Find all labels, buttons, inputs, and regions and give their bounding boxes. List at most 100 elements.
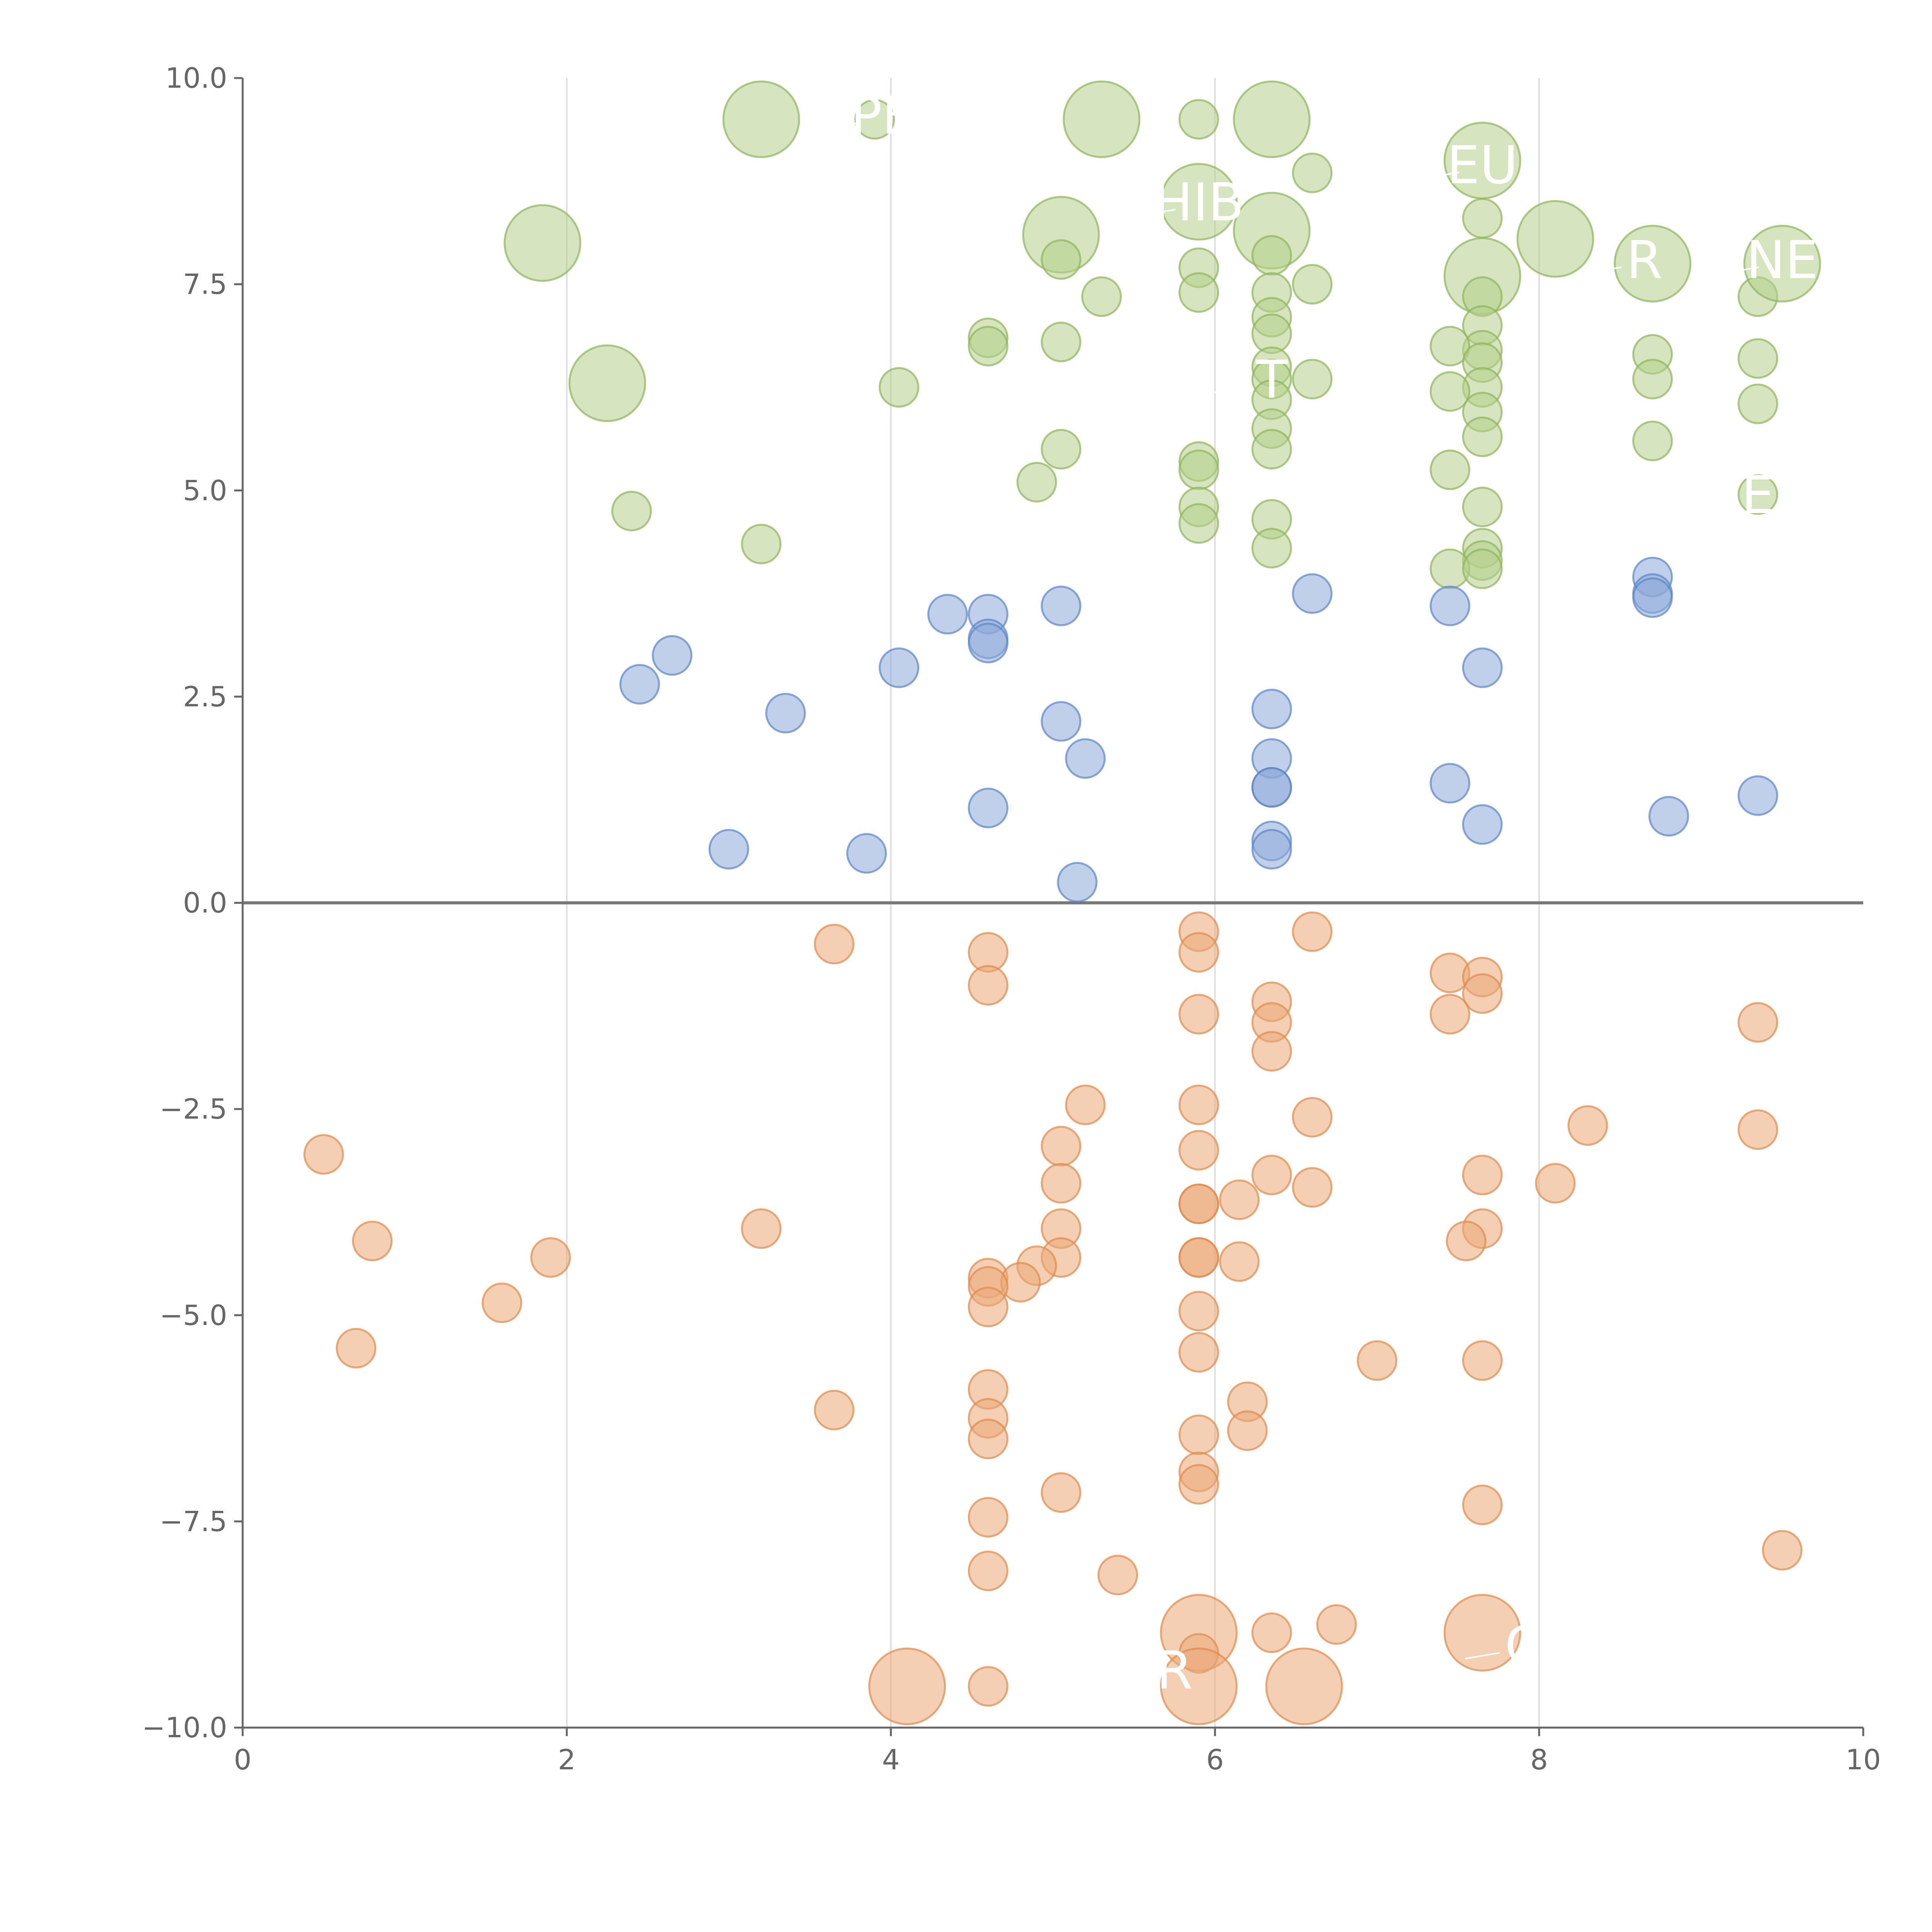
data-point-blue-25	[1462, 804, 1503, 845]
data-point-orange-46	[968, 1286, 1009, 1327]
data-point-blue-17	[1065, 738, 1106, 779]
data-point-orange-2	[814, 923, 855, 964]
data-point-green-63	[1251, 528, 1292, 569]
y-tick-label-1: −7.5	[160, 1505, 227, 1537]
data-point-green-43	[1430, 371, 1471, 412]
annotation-leader-0	[825, 122, 860, 130]
data-point-green-67	[1462, 548, 1503, 589]
data-point-orange-1	[1292, 911, 1333, 952]
y-tick-label-2: −5.0	[160, 1299, 227, 1332]
data-points	[303, 80, 1821, 1725]
data-point-green-53	[1178, 449, 1219, 490]
data-point-orange-56	[1227, 1410, 1268, 1451]
annotation-label-1: HIB	[1153, 172, 1244, 233]
data-point-green-42	[879, 367, 920, 408]
data-point-green-3	[1178, 99, 1219, 140]
data-point-green-31	[968, 326, 1009, 367]
data-point-orange-57	[1178, 1414, 1219, 1455]
annotation-leader-3	[1586, 266, 1622, 274]
data-point-blue-13	[619, 664, 660, 705]
data-point-orange-28	[1219, 1179, 1260, 1220]
data-point-blue-4	[1430, 585, 1471, 626]
data-point-blue-9	[968, 622, 1009, 663]
annotation-label-5: T	[1255, 349, 1288, 410]
data-point-orange-40	[1219, 1241, 1260, 1282]
annotation-label-6: E	[1742, 465, 1774, 526]
data-point-green-24	[1743, 224, 1821, 303]
data-point-orange-45	[481, 1282, 522, 1323]
data-point-orange-26	[1535, 1163, 1576, 1204]
data-point-orange-65	[968, 1550, 1009, 1591]
data-point-blue-21	[1251, 767, 1292, 808]
data-point-orange-66	[1097, 1554, 1138, 1595]
annotation-leader-8	[1116, 1677, 1151, 1684]
data-point-green-59	[1462, 486, 1503, 527]
data-point-orange-23	[1462, 1155, 1503, 1196]
data-point-orange-70	[1443, 1594, 1521, 1672]
data-point-blue-6	[927, 594, 968, 634]
data-point-blue-29	[846, 833, 887, 874]
data-point-blue-12	[1462, 647, 1503, 688]
data-point-green-49	[1632, 420, 1673, 461]
data-point-green-29	[1430, 326, 1471, 367]
annotation-label-7: C	[1505, 1616, 1541, 1676]
data-point-orange-15	[1065, 1084, 1106, 1125]
data-point-orange-27	[1292, 1167, 1333, 1208]
data-point-blue-10	[651, 635, 692, 676]
axes: 0 2 4 6 8 10 −10.0 −7.5 −5.0 −2.5 0.0 2.5 5.0 7.5 10.0	[142, 62, 1881, 1776]
data-point-green-18	[1292, 264, 1333, 305]
data-point-orange-25	[1041, 1163, 1082, 1204]
data-point-green-2	[1063, 80, 1141, 158]
data-point-orange-75	[1265, 1647, 1343, 1725]
data-point-orange-24	[1251, 1155, 1292, 1196]
annotation-leader-1	[1141, 209, 1176, 216]
data-point-orange-60	[1178, 1464, 1219, 1505]
data-point-blue-24	[1648, 796, 1689, 837]
data-point-green-10	[503, 204, 582, 282]
data-point-orange-48	[336, 1328, 377, 1369]
annotation-label-3: R	[1626, 230, 1663, 291]
data-point-blue-22	[1737, 775, 1778, 816]
data-point-green-48	[1462, 417, 1503, 457]
data-point-green-41	[568, 344, 646, 422]
data-point-orange-38	[1178, 1237, 1219, 1278]
data-point-orange-11	[1430, 994, 1471, 1035]
data-point-green-4	[1233, 80, 1311, 158]
data-point-orange-73	[868, 1647, 946, 1725]
x-tick-label-4: 8	[1530, 1743, 1548, 1776]
y-tick-label-4: 0.0	[183, 887, 227, 919]
data-point-orange-68	[1251, 1612, 1292, 1653]
data-point-green-50	[1041, 429, 1082, 470]
data-point-blue-19	[1430, 763, 1471, 804]
data-point-orange-19	[1737, 1109, 1778, 1150]
data-point-blue-30	[1057, 862, 1098, 903]
x-tick-label-3: 6	[1206, 1743, 1224, 1776]
data-point-green-5	[1292, 152, 1333, 193]
annotation-label-2: EU	[1447, 135, 1518, 196]
annotation-leaders	[825, 122, 1759, 1684]
data-point-green-14	[1251, 235, 1292, 276]
annotation-leader-5	[1213, 386, 1249, 394]
data-point-orange-50	[1357, 1340, 1398, 1381]
data-point-blue-15	[765, 693, 806, 734]
annotation-label-8: R	[1156, 1640, 1193, 1701]
data-point-orange-18	[1567, 1105, 1608, 1146]
data-point-orange-49	[1178, 1332, 1219, 1373]
y-tick-label-7: 7.5	[183, 268, 227, 301]
data-point-orange-22	[303, 1134, 344, 1175]
data-point-green-45	[1737, 383, 1778, 424]
data-point-orange-35	[1446, 1221, 1486, 1262]
data-point-orange-58	[968, 1418, 1009, 1459]
data-point-orange-31	[741, 1208, 782, 1249]
annotation-labels: PE HIB EU R NE T E C R	[850, 85, 1818, 1701]
data-point-orange-54	[814, 1389, 855, 1430]
data-point-green-37	[1292, 359, 1333, 400]
data-point-green-12	[1041, 239, 1082, 280]
y-tick-label-8: 10.0	[165, 62, 227, 94]
data-point-green-0	[722, 80, 800, 158]
data-point-orange-3	[1178, 932, 1219, 973]
data-point-blue-5	[1041, 585, 1082, 626]
data-point-green-19	[1081, 276, 1122, 317]
data-point-green-62	[741, 524, 782, 565]
